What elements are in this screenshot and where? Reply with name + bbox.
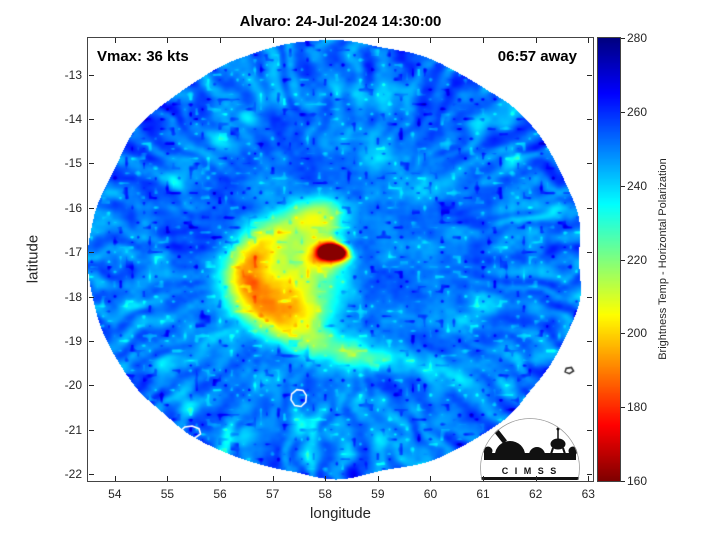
- plot-title: Alvaro: 24-Jul-2024 14:30:00: [239, 13, 442, 30]
- cimss-logo-text: C I M S S: [502, 466, 559, 476]
- colorbar-tick-label: 240: [627, 178, 648, 193]
- x-tick-label: 62: [528, 487, 543, 501]
- plot-area: Vmax: 36 kts 06:57 away: [87, 37, 594, 482]
- x-tick-mark: [167, 476, 169, 481]
- colorbar-tick-label: 200: [627, 326, 648, 341]
- x-tick-mark: [114, 476, 116, 481]
- y-tick-mark: [89, 207, 94, 209]
- y-tick-mark: [89, 340, 94, 342]
- x-tick-mark-top: [377, 38, 379, 43]
- colorbar: [597, 37, 621, 482]
- x-tick-mark: [430, 476, 432, 481]
- x-tick-label: 59: [371, 487, 385, 501]
- x-tick-label: 57: [265, 487, 280, 501]
- y-tick-label: -17: [64, 245, 82, 260]
- y-tick-mark: [89, 473, 94, 475]
- x-tick-mark: [377, 476, 379, 481]
- vmax-annotation: Vmax: 36 kts: [97, 48, 189, 65]
- colorbar-tick-label: 280: [627, 31, 648, 45]
- x-tick-mark: [535, 476, 537, 481]
- colorbar-tick-mark: [621, 407, 625, 409]
- x-tick-mark-top: [272, 38, 274, 43]
- x-tick-mark-top: [167, 38, 169, 43]
- x-tick-label: 61: [476, 487, 490, 501]
- colorbar-tick-label: 160: [627, 474, 648, 488]
- y-tick-mark: [89, 429, 94, 431]
- water-tower-icon: [550, 438, 566, 450]
- tree-icon: [568, 446, 578, 456]
- colorbar-tick-label: 180: [627, 400, 648, 415]
- tree-icon: [483, 446, 493, 456]
- y-tick-mark: [89, 119, 94, 121]
- y-tick-label: -16: [64, 200, 82, 215]
- y-tick-mark-right: [587, 163, 592, 165]
- x-tick-mark: [588, 476, 590, 481]
- y-tick-mark-right: [587, 252, 592, 254]
- y-tick-mark-right: [587, 473, 592, 475]
- small-dome-icon: [529, 447, 545, 455]
- cimss-skyline-ground: [484, 453, 576, 460]
- water-tower-legs: [549, 447, 567, 458]
- x-tick-label: 58: [318, 487, 332, 501]
- cimss-logo: C I M S S: [479, 417, 581, 480]
- y-tick-label: -18: [64, 289, 82, 304]
- colorbar-canvas: [598, 38, 620, 481]
- y-tick-label: -19: [64, 333, 82, 348]
- y-tick-mark: [89, 252, 94, 254]
- x-tick-mark-top: [325, 38, 327, 43]
- y-tick-mark-right: [587, 119, 592, 121]
- x-tick-mark-top: [430, 38, 432, 43]
- y-tick-mark-right: [587, 296, 592, 298]
- y-tick-mark-right: [587, 429, 592, 431]
- y-tick-mark-right: [587, 340, 592, 342]
- cimss-logo-svg: C I M S S: [480, 418, 580, 480]
- y-tick-mark-right: [587, 385, 592, 387]
- y-tick-mark-right: [587, 74, 592, 76]
- colorbar-label: Brightness Temp - Horizontal Polarizatio…: [657, 158, 669, 360]
- x-tick-label: 55: [160, 487, 175, 501]
- colorbar-tick-label: 220: [627, 252, 648, 267]
- x-tick-mark: [483, 476, 485, 481]
- colorbar-tick-label: 260: [627, 104, 648, 119]
- x-tick-mark-top: [588, 38, 590, 43]
- y-tick-label: -13: [64, 67, 82, 82]
- x-tick-mark: [220, 476, 222, 481]
- y-tick-label: -22: [64, 466, 82, 481]
- colorbar-tick-mark: [621, 481, 625, 482]
- x-tick-label: 60: [423, 487, 438, 501]
- y-tick-mark: [89, 74, 94, 76]
- x-tick-label: 54: [108, 487, 122, 501]
- colorbar-tick-mark: [621, 333, 625, 335]
- colorbar-tick-mark: [621, 111, 625, 113]
- y-tick-label: -15: [64, 156, 82, 171]
- time-offset-annotation: 06:57 away: [497, 48, 577, 65]
- cimss-logo-ring: [480, 418, 580, 480]
- antenna-top: [556, 427, 560, 431]
- x-tick-mark-top: [220, 38, 222, 43]
- y-tick-mark: [89, 385, 94, 387]
- x-tick-label: 56: [213, 487, 227, 501]
- y-tick-label: -21: [64, 422, 82, 437]
- cimss-logo-bottom-band: [480, 477, 580, 480]
- x-tick-mark-top: [535, 38, 537, 43]
- observatory-dome-icon: [495, 441, 525, 455]
- x-axis-label: longitude: [310, 505, 371, 522]
- x-tick-mark: [325, 476, 327, 481]
- colorbar-tick-mark: [621, 38, 625, 39]
- y-tick-label: -14: [64, 112, 82, 127]
- x-tick-mark: [272, 476, 274, 481]
- colorbar-tick-mark: [621, 259, 625, 261]
- x-tick-label: 63: [581, 487, 595, 501]
- y-axis-label: latitude: [24, 234, 42, 284]
- y-tick-label: -20: [64, 378, 82, 393]
- y-tick-mark: [89, 163, 94, 165]
- x-tick-mark-top: [483, 38, 485, 43]
- y-tick-mark: [89, 296, 94, 298]
- x-tick-mark-top: [114, 38, 116, 43]
- satellite-swath-canvas: [88, 38, 593, 481]
- y-tick-mark-right: [587, 207, 592, 209]
- colorbar-tick-mark: [621, 185, 625, 187]
